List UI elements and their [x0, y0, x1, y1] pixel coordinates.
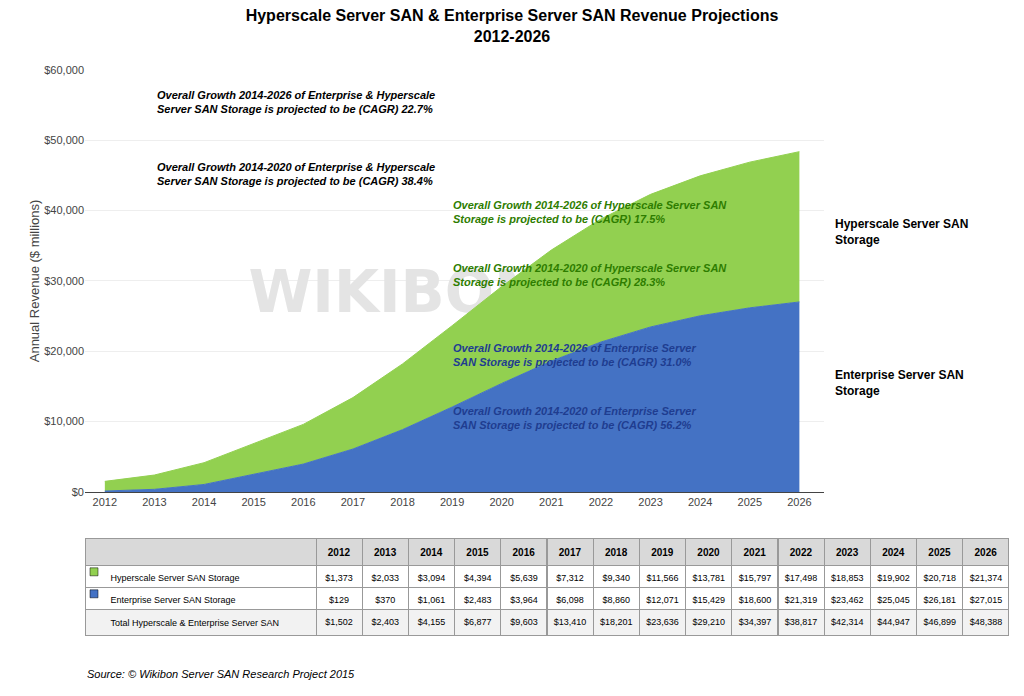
- svg-text:$11,566: $11,566: [647, 573, 679, 583]
- svg-text:2015: 2015: [466, 547, 489, 558]
- svg-text:$1,373: $1,373: [325, 573, 353, 583]
- svg-text:Overall Growth 2014-2026 of En: Overall Growth 2014-2026 of Enterprise &…: [157, 89, 435, 115]
- svg-text:2019: 2019: [651, 547, 674, 558]
- svg-text:$18,853: $18,853: [831, 573, 864, 583]
- svg-text:$4,155: $4,155: [418, 617, 446, 627]
- svg-text:Annual Revenue ($ millions): Annual Revenue ($ millions): [27, 200, 42, 363]
- svg-text:$18,201: $18,201: [600, 617, 633, 627]
- svg-text:$4,394: $4,394: [464, 573, 492, 583]
- svg-text:$46,899: $46,899: [923, 617, 956, 627]
- svg-text:Hyperscale Server SAN & Enterp: Hyperscale Server SAN & Enterprise Serve…: [246, 7, 779, 45]
- svg-text:2022: 2022: [589, 496, 613, 508]
- svg-text:2019: 2019: [440, 496, 464, 508]
- svg-text:$50,000: $50,000: [44, 134, 84, 146]
- svg-text:$6,098: $6,098: [556, 595, 584, 605]
- svg-text:$13,410: $13,410: [554, 617, 587, 627]
- svg-text:$25,045: $25,045: [877, 595, 910, 605]
- svg-text:Source: © Wikibon Server SAN R: Source: © Wikibon Server SAN Research Pr…: [87, 668, 355, 680]
- svg-text:$8,860: $8,860: [603, 595, 631, 605]
- svg-text:$10,000: $10,000: [44, 415, 84, 427]
- svg-text:2013: 2013: [374, 547, 397, 558]
- svg-text:2012: 2012: [93, 496, 117, 508]
- svg-text:2024: 2024: [688, 496, 712, 508]
- svg-text:2024: 2024: [882, 547, 905, 558]
- svg-text:2018: 2018: [390, 496, 414, 508]
- svg-text:Overall Growth 2014-2020 of Hy: Overall Growth 2014-2020 of Hyperscale S…: [453, 262, 727, 288]
- svg-text:$5,639: $5,639: [510, 573, 538, 583]
- svg-text:$42,314: $42,314: [831, 617, 864, 627]
- svg-text:2012: 2012: [328, 547, 351, 558]
- svg-text:2021: 2021: [744, 547, 767, 558]
- svg-text:2017: 2017: [559, 547, 582, 558]
- svg-text:$21,374: $21,374: [970, 573, 1003, 583]
- svg-text:$15,797: $15,797: [739, 573, 772, 583]
- svg-text:2014: 2014: [420, 547, 443, 558]
- svg-text:Overall Growth 2014-2026 of Hy: Overall Growth 2014-2026 of Hyperscale S…: [453, 199, 727, 225]
- svg-text:$40,000: $40,000: [44, 204, 84, 216]
- svg-text:2018: 2018: [605, 547, 628, 558]
- svg-text:$2,403: $2,403: [372, 617, 400, 627]
- svg-text:$15,429: $15,429: [692, 595, 725, 605]
- svg-text:$38,817: $38,817: [785, 617, 818, 627]
- svg-text:2020: 2020: [489, 496, 513, 508]
- svg-text:$3,094: $3,094: [418, 573, 446, 583]
- svg-text:2017: 2017: [341, 496, 365, 508]
- svg-text:$1,502: $1,502: [325, 617, 353, 627]
- svg-text:$7,312: $7,312: [556, 573, 584, 583]
- svg-text:$129: $129: [329, 595, 349, 605]
- svg-text:$27,015: $27,015: [970, 595, 1003, 605]
- svg-text:$30,000: $30,000: [44, 275, 84, 287]
- svg-text:$9,340: $9,340: [603, 573, 631, 583]
- svg-text:Hyperscale Server SANStorage: Hyperscale Server SANStorage: [835, 217, 968, 247]
- svg-text:$48,388: $48,388: [970, 617, 1003, 627]
- svg-text:Enterprise Server SANStorage: Enterprise Server SANStorage: [835, 368, 964, 398]
- svg-text:2014: 2014: [192, 496, 216, 508]
- svg-text:2016: 2016: [513, 547, 536, 558]
- svg-text:Hyperscale Server SAN Storage: Hyperscale Server SAN Storage: [93, 573, 240, 583]
- svg-text:$21,319: $21,319: [785, 595, 818, 605]
- svg-text:2022: 2022: [790, 547, 813, 558]
- svg-text:Enterprise Server SAN Storage: Enterprise Server SAN Storage: [93, 595, 236, 605]
- svg-text:$44,947: $44,947: [877, 617, 910, 627]
- svg-text:$20,718: $20,718: [923, 573, 956, 583]
- svg-text:$26,181: $26,181: [923, 595, 956, 605]
- svg-text:$20,000: $20,000: [44, 345, 84, 357]
- svg-text:Overall Growth 2014-2020 of En: Overall Growth 2014-2020 of Enterprise &…: [157, 161, 435, 187]
- svg-text:WIKIBON: WIKIBON: [248, 258, 542, 326]
- svg-text:$17,498: $17,498: [785, 573, 818, 583]
- svg-text:2013: 2013: [142, 496, 166, 508]
- svg-text:2016: 2016: [291, 496, 315, 508]
- svg-text:2026: 2026: [975, 547, 998, 558]
- svg-text:$9,603: $9,603: [510, 617, 538, 627]
- svg-text:2020: 2020: [697, 547, 720, 558]
- svg-text:$23,462: $23,462: [831, 595, 864, 605]
- svg-text:2026: 2026: [787, 496, 811, 508]
- svg-text:$23,636: $23,636: [646, 617, 679, 627]
- svg-text:2015: 2015: [241, 496, 265, 508]
- svg-text:$0: $0: [72, 486, 84, 498]
- svg-text:2021: 2021: [539, 496, 563, 508]
- svg-text:2023: 2023: [638, 496, 662, 508]
- svg-text:$60,000: $60,000: [44, 64, 84, 76]
- svg-text:$29,210: $29,210: [692, 617, 725, 627]
- svg-text:$19,902: $19,902: [877, 573, 910, 583]
- svg-text:Overall Growth 2014-2020 of En: Overall Growth 2014-2020 of Enterprise S…: [453, 405, 696, 431]
- svg-text:$3,964: $3,964: [510, 595, 538, 605]
- svg-text:$2,483: $2,483: [464, 595, 492, 605]
- svg-text:$18,600: $18,600: [739, 595, 772, 605]
- svg-text:$2,033: $2,033: [372, 573, 400, 583]
- svg-text:2025: 2025: [738, 496, 762, 508]
- svg-text:$370: $370: [375, 595, 395, 605]
- svg-text:$34,397: $34,397: [739, 617, 772, 627]
- svg-text:$1,061: $1,061: [418, 595, 446, 605]
- svg-text:$6,877: $6,877: [464, 617, 492, 627]
- svg-text:Overall Growth 2014-2026 of En: Overall Growth 2014-2026 of Enterprise S…: [453, 342, 696, 368]
- svg-text:Total Hyperscale & Enterprise: Total Hyperscale & Enterprise Server SAN: [93, 618, 279, 628]
- svg-text:2023: 2023: [836, 547, 859, 558]
- svg-text:2025: 2025: [928, 547, 951, 558]
- svg-text:$13,781: $13,781: [692, 573, 725, 583]
- svg-text:$12,071: $12,071: [646, 595, 679, 605]
